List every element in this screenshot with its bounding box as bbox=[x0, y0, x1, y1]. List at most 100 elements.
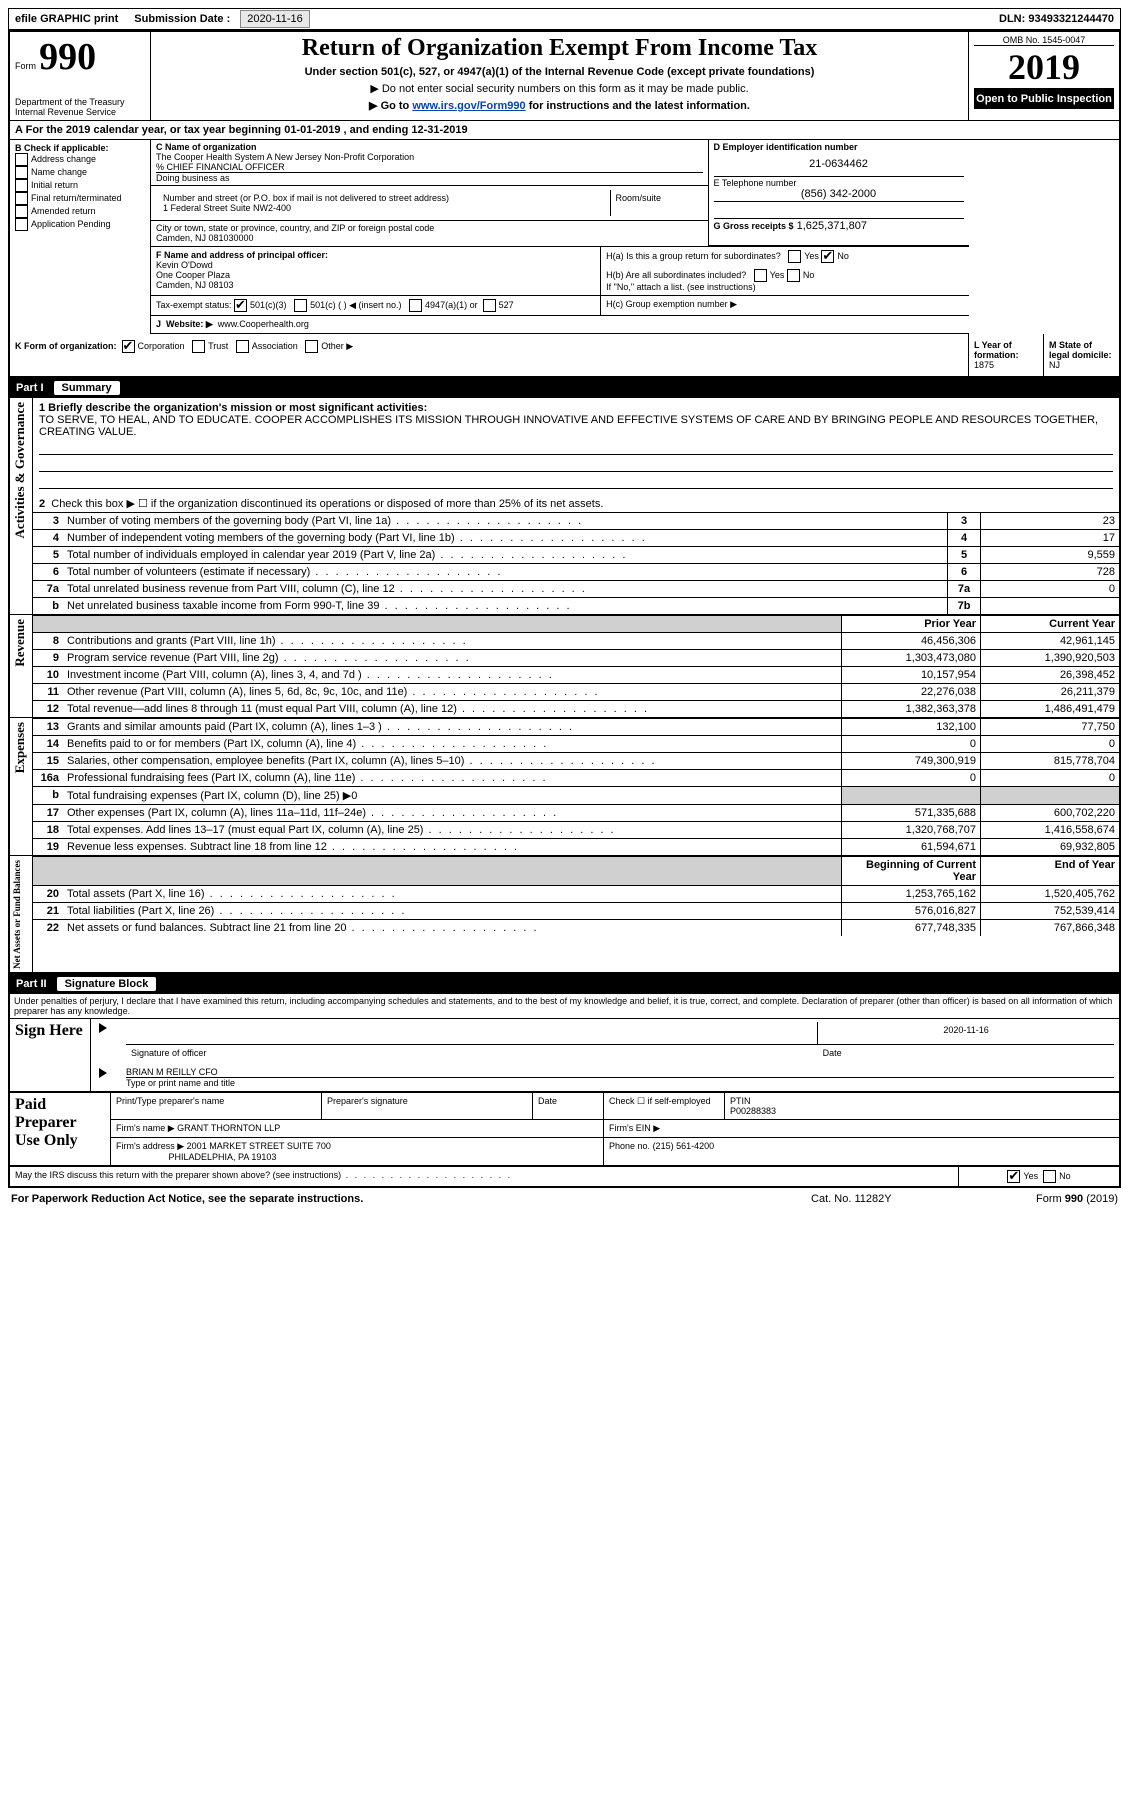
addr-label: Firm's address ▶ bbox=[116, 1141, 184, 1151]
part1-header: Part ISummary bbox=[8, 378, 1121, 398]
h-c: H(c) Group exemption number ▶ bbox=[601, 295, 969, 315]
subtitle-2: ▶ Do not enter social security numbers o… bbox=[156, 82, 963, 95]
box-d-label: D Employer identification number bbox=[714, 142, 964, 152]
room-label: Room/suite bbox=[610, 190, 701, 216]
sign-here: Sign Here bbox=[9, 1019, 91, 1093]
box-b-item[interactable]: Application Pending bbox=[15, 218, 145, 231]
org-name: The Cooper Health System A New Jersey No… bbox=[156, 152, 703, 162]
line: 21Total liabilities (Part X, line 26)576… bbox=[33, 902, 1119, 919]
form-title: Return of Organization Exempt From Incom… bbox=[156, 35, 963, 62]
box-b-item[interactable]: Address change bbox=[15, 153, 145, 166]
footer-right: Form 990 (2019) bbox=[941, 1192, 1119, 1206]
ptin: P00288383 bbox=[730, 1106, 776, 1116]
line-2: 2 Check this box ▶ ☐ if the organization… bbox=[33, 493, 1119, 512]
dept-treasury: Department of the Treasury bbox=[15, 97, 145, 107]
line: 12Total revenue—add lines 8 through 11 (… bbox=[33, 700, 1119, 717]
paid-title: Paid Preparer Use Only bbox=[9, 1093, 111, 1166]
h-a: H(a) Is this a group return for subordin… bbox=[601, 247, 969, 266]
part1-body: Activities & Governance 1 Briefly descri… bbox=[8, 398, 1121, 975]
top-bar: efile GRAPHIC print Submission Date : 20… bbox=[8, 8, 1121, 30]
col-prior: Prior Year bbox=[842, 615, 981, 632]
line: 8Contributions and grants (Part VIII, li… bbox=[33, 632, 1119, 649]
efile-label[interactable]: efile GRAPHIC print bbox=[9, 9, 124, 29]
typed-name: BRIAN M REILLY CFO bbox=[126, 1067, 1114, 1078]
sign-block: Sign Here 2020-11-16 Signature of office… bbox=[8, 1018, 1121, 1093]
line: 11Other revenue (Part VIII, column (A), … bbox=[33, 683, 1119, 700]
section-expenses: Expenses bbox=[10, 718, 30, 777]
box-e-label: E Telephone number bbox=[714, 178, 964, 188]
firm-label: Firm's name ▶ bbox=[116, 1123, 175, 1133]
arrow-icon bbox=[99, 1023, 107, 1033]
instructions-link[interactable]: www.irs.gov/Form990 bbox=[412, 100, 525, 112]
box-f-label: F Name and address of principal officer: bbox=[156, 250, 595, 260]
line: 13Grants and similar amounts paid (Part … bbox=[33, 718, 1119, 735]
line: 20Total assets (Part X, line 16)1,253,76… bbox=[33, 885, 1119, 902]
tax-status: Tax-exempt status: 501(c)(3) 501(c) ( ) … bbox=[151, 295, 601, 315]
mission-text: TO SERVE, TO HEAL, AND TO EDUCATE. COOPE… bbox=[39, 414, 1113, 438]
gov-line: 5Total number of individuals employed in… bbox=[33, 546, 1119, 563]
line: bTotal fundraising expenses (Part IX, co… bbox=[33, 786, 1119, 804]
tax-year: 2019 bbox=[974, 46, 1114, 89]
gov-line: 3Number of voting members of the governi… bbox=[33, 512, 1119, 529]
line: 14Benefits paid to or for members (Part … bbox=[33, 735, 1119, 752]
line: 15Salaries, other compensation, employee… bbox=[33, 752, 1119, 769]
officer-name: Kevin O'Dowd bbox=[156, 260, 595, 270]
telephone: (856) 342-2000 bbox=[714, 188, 964, 200]
box-b-item[interactable]: Amended return bbox=[15, 205, 145, 218]
line: 16aProfessional fundraising fees (Part I… bbox=[33, 769, 1119, 786]
penalty-text: Under penalties of perjury, I declare th… bbox=[8, 994, 1121, 1018]
box-l: L Year of formation: 1875 bbox=[969, 334, 1043, 376]
box-b-item[interactable]: Final return/terminated bbox=[15, 192, 145, 205]
paid-preparer: Paid Preparer Use Only Print/Type prepar… bbox=[8, 1093, 1121, 1167]
section-governance: Activities & Governance bbox=[10, 398, 30, 542]
gov-line: 4Number of independent voting members of… bbox=[33, 529, 1119, 546]
sig-date-label: Date bbox=[818, 1045, 1114, 1062]
phone: (215) 561-4200 bbox=[653, 1141, 715, 1151]
city-label: City or town, state or province, country… bbox=[156, 223, 703, 233]
street-label: Number and street (or P.O. box if mail i… bbox=[163, 193, 603, 203]
gov-line: bNet unrelated business taxable income f… bbox=[33, 597, 1119, 614]
col-beginning: Beginning of Current Year bbox=[842, 856, 981, 885]
h-b: H(b) Are all subordinates included? Yes … bbox=[601, 266, 969, 296]
box-b-item[interactable]: Initial return bbox=[15, 179, 145, 192]
form-header: Form 990 Department of the Treasury Inte… bbox=[8, 30, 1121, 378]
firm-addr1: 2001 MARKET STREET SUITE 700 bbox=[187, 1141, 331, 1151]
firm-addr2: PHILADELPHIA, PA 19103 bbox=[169, 1152, 277, 1162]
footer-mid: Cat. No. 11282Y bbox=[764, 1192, 939, 1206]
section-revenue: Revenue bbox=[10, 615, 30, 671]
box-b-item[interactable]: Name change bbox=[15, 166, 145, 179]
box-c-label: C Name of organization bbox=[156, 142, 703, 152]
box-g-label: G Gross receipts $ bbox=[714, 221, 794, 231]
submission-date: 2020-11-16 bbox=[240, 10, 309, 28]
prep-date-h: Date bbox=[533, 1093, 604, 1120]
self-emp: Check ☐ if self-employed bbox=[604, 1093, 725, 1120]
gov-line: 7aTotal unrelated business revenue from … bbox=[33, 580, 1119, 597]
street: 1 Federal Street Suite NW2-400 bbox=[163, 203, 603, 213]
officer-addr2: Camden, NJ 08103 bbox=[156, 280, 595, 290]
line: 9Program service revenue (Part VIII, lin… bbox=[33, 649, 1119, 666]
section-netassets: Net Assets or Fund Balances bbox=[10, 856, 24, 973]
box-j: J Website: ▶ www.Cooperhealth.org bbox=[151, 315, 969, 333]
omb: OMB No. 1545-0047 bbox=[974, 35, 1114, 46]
subtitle-1: Under section 501(c), 527, or 4947(a)(1)… bbox=[156, 66, 963, 78]
discuss-answer: Yes No bbox=[959, 1167, 1121, 1187]
discuss: May the IRS discuss this return with the… bbox=[9, 1167, 959, 1187]
period-line: A For the 2019 calendar year, or tax yea… bbox=[9, 121, 1120, 140]
phone-label: Phone no. bbox=[609, 1141, 650, 1151]
open-inspection: Open to Public Inspection bbox=[974, 89, 1114, 109]
dln: DLN: 93493321244470 bbox=[993, 9, 1120, 29]
mission-label: 1 Briefly describe the organization's mi… bbox=[39, 402, 1113, 414]
subtitle-3: ▶ Go to www.irs.gov/Form990 for instruct… bbox=[156, 99, 963, 112]
firm-name: GRANT THORNTON LLP bbox=[177, 1123, 280, 1133]
line: 18Total expenses. Add lines 13–17 (must … bbox=[33, 821, 1119, 838]
ein: 21-0634462 bbox=[714, 158, 964, 170]
gov-line: 6Total number of volunteers (estimate if… bbox=[33, 563, 1119, 580]
ein-label: Firm's EIN ▶ bbox=[604, 1120, 1121, 1138]
line: 22Net assets or fund balances. Subtract … bbox=[33, 919, 1119, 936]
box-b: B Check if applicable: Address changeNam… bbox=[9, 140, 151, 334]
prep-sig-h: Preparer's signature bbox=[322, 1093, 533, 1120]
ptin-label: PTIN bbox=[730, 1096, 751, 1106]
box-m: M State of legal domicile: NJ bbox=[1043, 334, 1119, 376]
col-current: Current Year bbox=[981, 615, 1120, 632]
gross-receipts: 1,625,371,807 bbox=[797, 220, 867, 232]
